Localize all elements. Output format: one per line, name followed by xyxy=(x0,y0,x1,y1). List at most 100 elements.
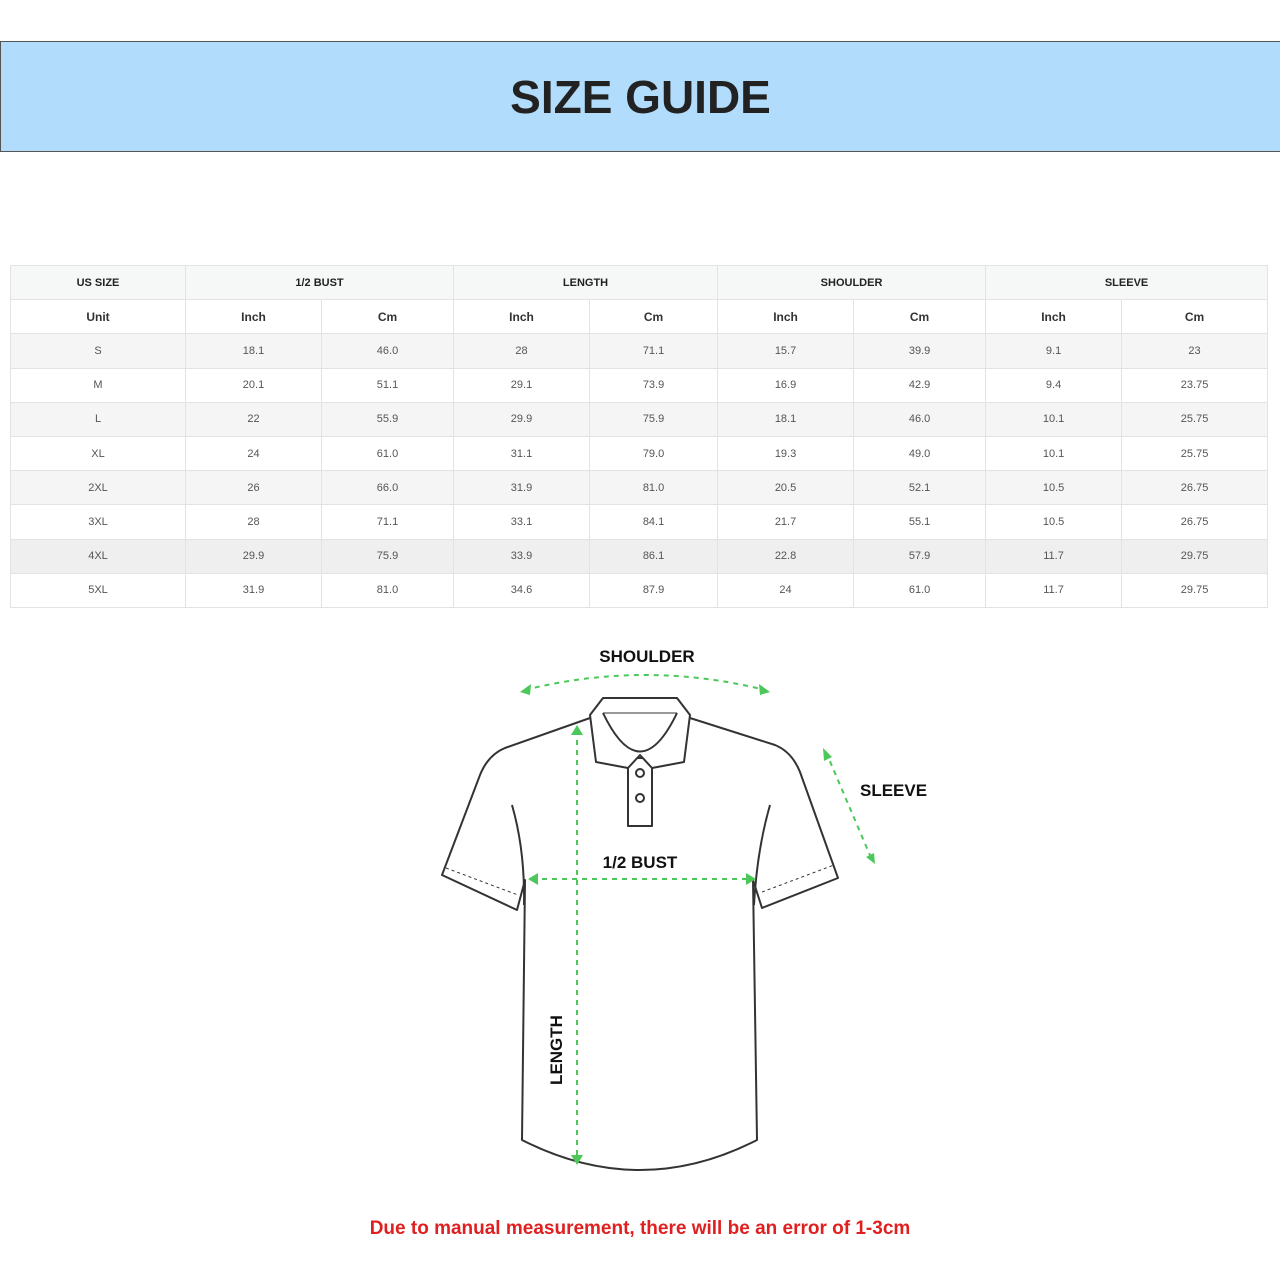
table-cell: 18.1 xyxy=(185,333,322,369)
size-table: US SIZE 1/2 BUST LENGTH SHOULDER SLEEVE Unit I… xyxy=(10,264,1269,608)
table-cell: 39.9 xyxy=(853,333,987,369)
table-cell: 33.9 xyxy=(453,538,591,574)
unit-header: Cm xyxy=(320,299,455,335)
page-title: SIZE GUIDE xyxy=(510,70,771,123)
table-cell: 11.7 xyxy=(985,572,1123,608)
table-cell: 46.0 xyxy=(853,401,987,437)
table-cell: 81.0 xyxy=(589,470,719,506)
unit-header: Inch xyxy=(717,299,855,335)
table-cell: 79.0 xyxy=(589,435,719,472)
table-cell: 86.1 xyxy=(589,538,719,574)
table-cell: 57.9 xyxy=(853,538,987,574)
table-row: 2XL 26 66.0 31.9 81.0 20.5 52.1 10.5 26.75 xyxy=(10,470,1269,506)
size-cell: M xyxy=(10,367,186,403)
table-cell: 9.1 xyxy=(985,333,1123,369)
table-cell: 28 xyxy=(185,504,322,540)
table-cell: 46.0 xyxy=(320,333,455,369)
size-cell: XL xyxy=(10,435,186,472)
table-row: XL 24 61.0 31.1 79.0 19.3 49.0 10.1 25.75 xyxy=(10,435,1269,472)
group-header: US SIZE xyxy=(10,264,186,301)
table-cell: 75.9 xyxy=(589,401,719,437)
table-cell: 52.1 xyxy=(853,470,987,506)
table-cell: 61.0 xyxy=(853,572,987,608)
unit-header: Cm xyxy=(1121,299,1269,335)
table-cell: 11.7 xyxy=(985,538,1123,574)
table-cell: 25.75 xyxy=(1121,401,1269,437)
measurement-note: Due to manual measurement, there will be… xyxy=(369,1218,911,1239)
unit-header-row: Unit Inch Cm Inch Cm Inch Cm Inch Cm xyxy=(10,299,1269,335)
table-row: 4XL 29.9 75.9 33.9 86.1 22.8 57.9 11.7 29.75 xyxy=(10,538,1269,574)
table-cell: 61.0 xyxy=(320,435,455,472)
table-cell: 16.9 xyxy=(717,367,855,403)
group-header-row: US SIZE 1/2 BUST LENGTH SHOULDER SLEEVE xyxy=(10,264,1269,301)
group-header: SLEEVE xyxy=(985,264,1269,301)
size-cell: 3XL xyxy=(10,504,186,540)
table-cell: 29.9 xyxy=(453,401,591,437)
table-cell: 81.0 xyxy=(320,572,455,608)
polo-shirt-diagram: SHOULDER SLEEVE 1/2 BUST LENGTH xyxy=(441,647,927,1171)
table-cell: 71.1 xyxy=(589,333,719,369)
table-cell: 10.1 xyxy=(985,401,1123,437)
table-cell: 10.1 xyxy=(985,435,1123,472)
table-cell: 22.8 xyxy=(717,538,855,574)
table-cell: 28 xyxy=(453,333,591,369)
table-cell: 20.5 xyxy=(717,470,855,506)
collar xyxy=(589,697,691,769)
size-cell: 4XL xyxy=(10,538,186,574)
table-cell: 26.75 xyxy=(1121,470,1269,506)
table-cell: 66.0 xyxy=(320,470,455,506)
table-cell: 73.9 xyxy=(589,367,719,403)
unit-header: Unit xyxy=(10,299,186,335)
table-cell: 26 xyxy=(185,470,322,506)
size-cell: 2XL xyxy=(10,470,186,506)
table-cell: 87.9 xyxy=(589,572,719,608)
size-cell: 5XL xyxy=(10,572,186,608)
table-cell: 26.75 xyxy=(1121,504,1269,540)
table-row: L 22 55.9 29.9 75.9 18.1 46.0 10.1 25.75 xyxy=(10,401,1269,437)
shirt-body xyxy=(441,717,839,1171)
unit-header: Inch xyxy=(185,299,322,335)
table-cell: 55.9 xyxy=(320,401,455,437)
table-cell: 24 xyxy=(717,572,855,608)
table-cell: 19.3 xyxy=(717,435,855,472)
table-cell: 18.1 xyxy=(717,401,855,437)
table-cell: 29.9 xyxy=(185,538,322,574)
table-row: 5XL 31.9 81.0 34.6 87.9 24 61.0 11.7 29.75 xyxy=(10,572,1269,608)
table-cell: 23 xyxy=(1121,333,1269,369)
size-cell: S xyxy=(10,333,186,369)
shoulder-label: SHOULDER xyxy=(599,647,694,666)
table-cell: 71.1 xyxy=(320,504,455,540)
group-header: SHOULDER xyxy=(717,264,987,301)
table-cell: 25.75 xyxy=(1121,435,1269,472)
table-cell: 51.1 xyxy=(320,367,455,403)
table-cell: 49.0 xyxy=(853,435,987,472)
table-cell: 31.9 xyxy=(185,572,322,608)
table-cell: 33.1 xyxy=(453,504,591,540)
title-banner: SIZE GUIDE xyxy=(0,41,1280,152)
unit-header: Cm xyxy=(853,299,987,335)
unit-header: Inch xyxy=(453,299,591,335)
table-cell: 31.1 xyxy=(453,435,591,472)
table-cell: 29.75 xyxy=(1121,538,1269,574)
table-cell: 55.1 xyxy=(853,504,987,540)
table-cell: 31.9 xyxy=(453,470,591,506)
group-header: 1/2 BUST xyxy=(184,264,455,301)
unit-header: Inch xyxy=(985,299,1123,335)
table-cell: 15.7 xyxy=(717,333,855,369)
table-cell: 75.9 xyxy=(320,538,455,574)
unit-header: Cm xyxy=(589,299,719,335)
table-row: 3XL 28 71.1 33.1 84.1 21.7 55.1 10.5 26.75 xyxy=(10,504,1269,540)
sleeve-label: SLEEVE xyxy=(860,781,927,800)
size-cell: L xyxy=(10,401,186,437)
bust-label: 1/2 BUST xyxy=(603,853,678,872)
table-cell: 42.9 xyxy=(853,367,987,403)
table-cell: 21.7 xyxy=(717,504,855,540)
table-cell: 84.1 xyxy=(589,504,719,540)
table-cell: 9.4 xyxy=(985,367,1123,403)
table-cell: 29.75 xyxy=(1121,572,1269,608)
table-cell: 22 xyxy=(185,401,322,437)
table-cell: 20.1 xyxy=(185,367,322,403)
table-cell: 10.5 xyxy=(985,504,1123,540)
table-row: M 20.1 51.1 29.1 73.9 16.9 42.9 9.4 23.75 xyxy=(10,367,1269,403)
group-header: LENGTH xyxy=(453,264,719,301)
